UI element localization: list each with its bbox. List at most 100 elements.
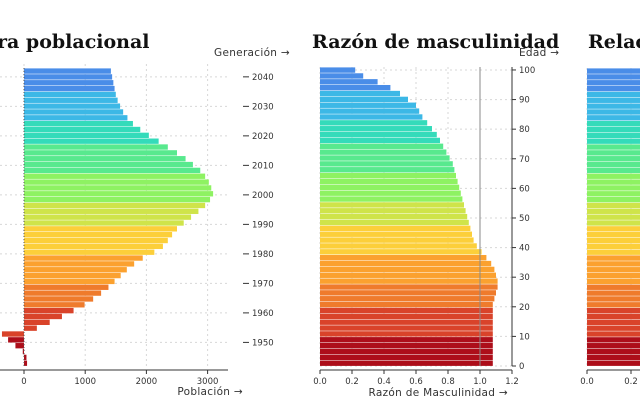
masculinity-chart-title: Razón de masculinidad <box>312 31 559 53</box>
population-bar <box>24 272 121 279</box>
relation-bar <box>587 191 640 197</box>
population-x-tick-label: 3000 <box>197 377 219 387</box>
masculinity-y-tick-label: 50 <box>519 214 530 224</box>
relation-bar <box>587 220 640 226</box>
population-bar <box>24 185 212 191</box>
masculinity-x-tick-label: 0.8 <box>441 377 455 387</box>
masculinity-bar <box>320 307 493 314</box>
masculinity-bar <box>320 108 420 114</box>
population-x-tick-label: 0 <box>21 377 26 387</box>
population-x-tick-label: 1000 <box>74 377 96 387</box>
population-axes: 0 1000 2000 3000 1950 1960 1970 1980 1990 2000 201… <box>0 68 274 387</box>
population-bar <box>24 296 94 302</box>
masculinity-bar <box>320 301 493 308</box>
relation-bar <box>587 360 640 366</box>
population-bar <box>22 348 24 355</box>
relation-bar <box>587 302 640 308</box>
masculinity-bar <box>320 161 453 167</box>
relation-bar <box>587 120 640 127</box>
masculinity-y-tick-label: 90 <box>519 96 530 106</box>
population-x-axis-label: Población → <box>177 386 243 398</box>
relation-bar <box>587 109 640 115</box>
population-y-tick-label: 2040 <box>252 73 274 83</box>
relation-chart-title: Relac <box>588 31 640 53</box>
relation-bar <box>587 74 640 80</box>
relation-bar <box>587 337 640 343</box>
masculinity-bar <box>320 202 464 208</box>
relation-bar <box>587 214 640 220</box>
population-bar <box>24 237 168 244</box>
population-bar <box>24 109 124 115</box>
relation-bar <box>587 115 640 121</box>
masculinity-bar <box>320 331 493 337</box>
relation-bar <box>587 331 640 337</box>
masculinity-bar <box>320 360 493 366</box>
relation-bar <box>587 179 640 185</box>
population-bar <box>24 144 168 150</box>
relation-bar <box>587 325 640 331</box>
relation-bar <box>587 161 640 168</box>
population-bar <box>24 214 192 220</box>
relation-bar <box>587 348 640 355</box>
masculinity-bar <box>320 137 440 144</box>
masculinity-x-tick-label: 1.2 <box>505 377 519 387</box>
masculinity-bar <box>320 278 498 284</box>
relation-bar <box>587 103 640 109</box>
population-y-tick-label: 1980 <box>252 250 274 260</box>
masculinity-bar <box>320 102 416 108</box>
masculinity-bar <box>320 272 496 278</box>
relation-bars <box>587 68 640 366</box>
masculinity-bar <box>320 319 493 325</box>
population-bar <box>24 115 128 121</box>
masculinity-y-tick-label: 10 <box>519 332 530 342</box>
population-bar <box>24 126 141 133</box>
masculinity-x-tick-label: 0.2 <box>345 377 359 387</box>
masculinity-y-tick-label: 60 <box>519 184 530 194</box>
masculinity-bar <box>320 155 450 161</box>
relation-bar <box>587 91 640 98</box>
population-y-tick-label: 2020 <box>252 132 274 142</box>
population-bar <box>24 354 27 361</box>
population-y-tick-label: 1990 <box>252 220 274 230</box>
population-bar <box>24 325 37 331</box>
population-bar <box>24 267 127 273</box>
relation-bar <box>587 144 640 150</box>
population-bar <box>24 103 121 109</box>
relation-bar <box>587 343 640 349</box>
masculinity-bar <box>320 266 495 273</box>
masculinity-y-tick-label: 100 <box>519 66 535 76</box>
population-y-tick-label: 1960 <box>252 309 274 319</box>
population-y-tick-label: 2030 <box>252 102 274 112</box>
masculinity-bar <box>320 260 492 267</box>
population-bar <box>24 290 102 296</box>
relation-bar <box>587 319 640 325</box>
relation-axes: 0.0 0.2 <box>580 369 640 387</box>
population-bar <box>24 196 211 203</box>
population-bar <box>24 319 50 325</box>
masculinity-x-tick-label: 0.0 <box>313 377 327 387</box>
masculinity-x-tick-label: 1.0 <box>473 377 487 387</box>
relation-bar <box>587 296 640 302</box>
masculinity-bar <box>320 90 400 97</box>
masculinity-y-axis-label: Edad → <box>519 47 559 59</box>
population-bar <box>24 226 177 232</box>
relation-bar <box>587 132 640 139</box>
masculinity-y-tick-label: 0 <box>519 362 524 372</box>
relation-bar <box>587 290 640 296</box>
relation-bar <box>587 167 640 174</box>
masculinity-bar <box>320 184 460 191</box>
masculinity-bar <box>320 79 378 85</box>
population-y-tick-label: 2000 <box>252 191 274 201</box>
masculinity-bar <box>320 208 466 214</box>
relation-bar <box>587 243 640 250</box>
relation-bar <box>587 173 640 179</box>
masculinity-x-tick-label: 0.6 <box>409 377 423 387</box>
relation-bar <box>587 255 640 261</box>
population-bar <box>24 138 159 144</box>
relation-bar <box>587 68 640 74</box>
population-y-tick-label: 2010 <box>252 161 274 171</box>
masculinity-y-tick-label: 80 <box>519 125 530 135</box>
population-bar <box>15 343 24 349</box>
